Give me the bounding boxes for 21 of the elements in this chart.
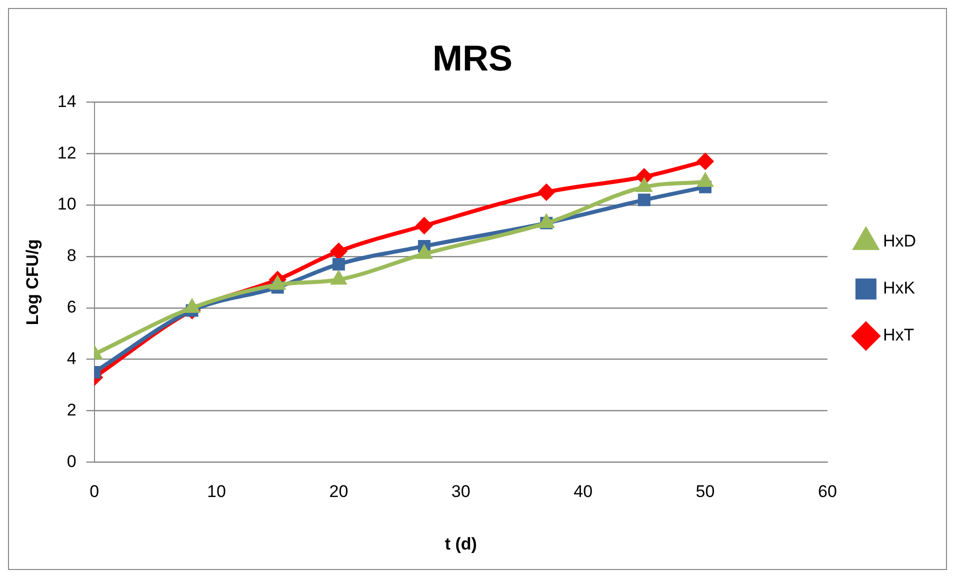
legend-label: HxT <box>882 326 914 345</box>
y-axis-title: Log CFU/g <box>22 239 42 326</box>
y-tick-label: 10 <box>57 194 76 214</box>
y-tick-label: 12 <box>57 143 76 162</box>
x-tick-label: 50 <box>696 482 715 502</box>
x-tick-label: 20 <box>329 482 348 502</box>
legend-label: HxD <box>882 232 916 251</box>
y-tick-label: 6 <box>66 298 76 317</box>
x-tick-label: 10 <box>207 482 226 502</box>
x-tick-label: 0 <box>90 482 100 502</box>
y-tick-label: 4 <box>66 349 76 368</box>
x-tick-label: 30 <box>451 482 470 502</box>
y-tick-label: 8 <box>66 246 76 266</box>
x-tick-label: 40 <box>574 482 593 502</box>
legend-label: HxK <box>882 278 916 298</box>
y-tick-label: 0 <box>66 452 76 471</box>
x-tick-label: 60 <box>818 482 837 502</box>
chart-title: MRS <box>432 38 512 79</box>
x-axis-title: t (d) <box>444 534 477 554</box>
y-tick-label: 14 <box>57 92 76 111</box>
y-tick-label: 2 <box>66 400 76 420</box>
